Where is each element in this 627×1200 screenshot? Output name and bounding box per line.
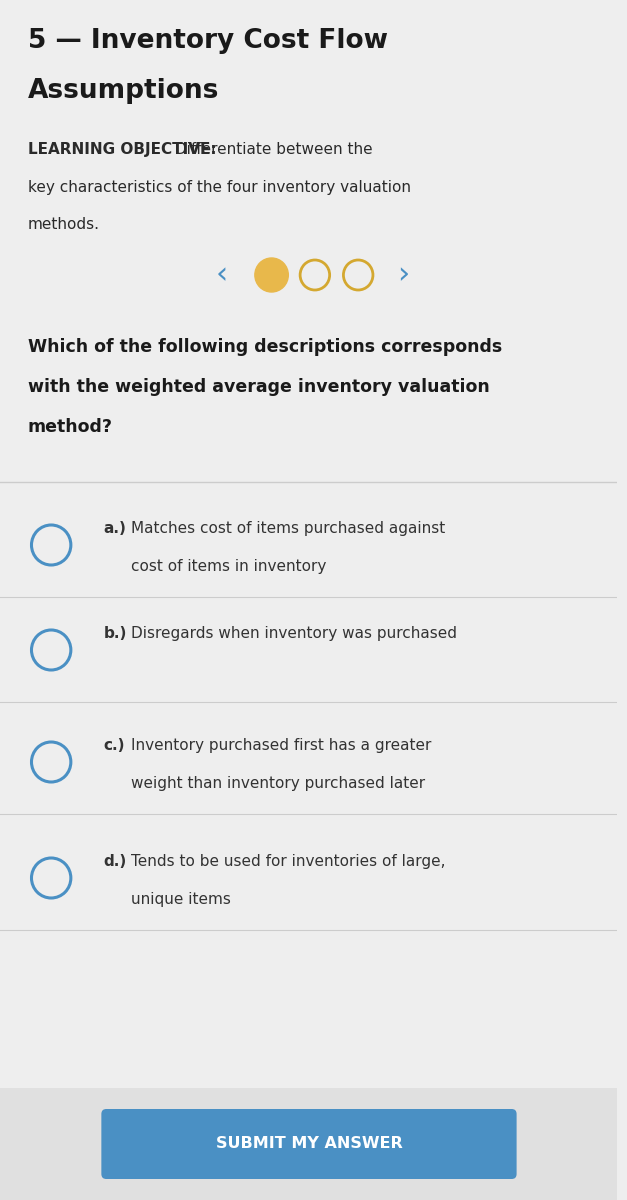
FancyBboxPatch shape [0,1088,617,1200]
Text: weight than inventory purchased later: weight than inventory purchased later [131,776,425,791]
Text: key characteristics of the four inventory valuation: key characteristics of the four inventor… [28,180,411,196]
Text: Differentiate between the: Differentiate between the [171,142,373,157]
Text: c.): c.) [103,738,125,754]
Text: Tends to be used for inventories of large,: Tends to be used for inventories of larg… [131,854,445,869]
Text: Inventory purchased first has a greater: Inventory purchased first has a greater [131,738,431,754]
Text: method?: method? [28,418,113,436]
Text: a.): a.) [103,521,126,536]
Text: methods.: methods. [28,217,100,232]
Text: cost of items in inventory: cost of items in inventory [131,559,326,574]
Text: unique items: unique items [131,892,231,907]
Text: Disregards when inventory was purchased: Disregards when inventory was purchased [131,626,457,641]
FancyBboxPatch shape [102,1109,517,1178]
Text: LEARNING OBJECTIVE:: LEARNING OBJECTIVE: [28,142,216,157]
Text: 5 — Inventory Cost Flow: 5 — Inventory Cost Flow [28,28,387,54]
Text: Matches cost of items purchased against: Matches cost of items purchased against [131,521,445,536]
Text: Which of the following descriptions corresponds: Which of the following descriptions corr… [28,338,502,356]
Text: b.): b.) [103,626,127,641]
Circle shape [255,258,288,292]
Text: ‹: ‹ [215,260,228,289]
Text: with the weighted average inventory valuation: with the weighted average inventory valu… [28,378,489,396]
Text: d.): d.) [103,854,127,869]
Text: SUBMIT MY ANSWER: SUBMIT MY ANSWER [216,1136,403,1152]
Text: ›: › [398,260,409,289]
Text: Assumptions: Assumptions [28,78,219,104]
